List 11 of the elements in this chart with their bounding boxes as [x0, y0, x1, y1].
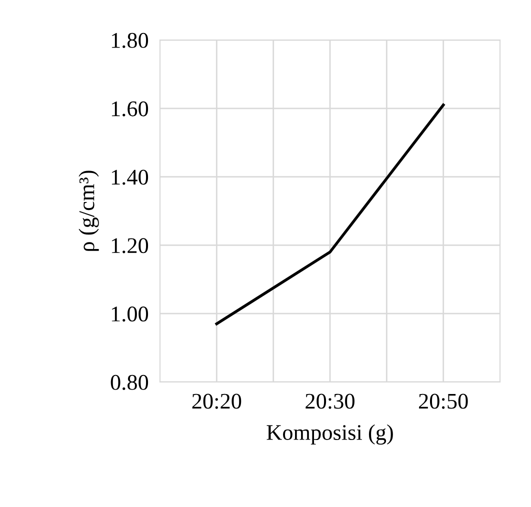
y-tick-label: 0.80 — [110, 374, 148, 390]
y-axis-title: ρ (g/cm³) — [78, 170, 99, 251]
y-tick-label: 1.40 — [112, 170, 148, 185]
x-axis-title: Komposisi (g) — [266, 424, 393, 445]
x-tick-label: 20:20 — [192, 394, 242, 409]
x-tick-label: 20:50 — [419, 394, 468, 409]
x-tick-label: 20:30 — [306, 394, 354, 409]
y-tick-label: 1.20 — [112, 238, 148, 254]
y-tick-label: 1.60 — [112, 101, 148, 116]
y-tick-label: 1.00 — [112, 306, 148, 322]
y-tick-label: 1.80 — [112, 32, 148, 48]
